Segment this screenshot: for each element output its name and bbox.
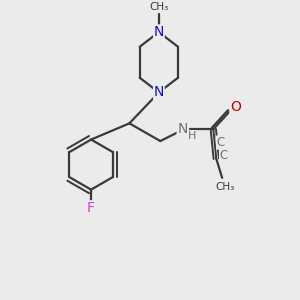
Text: N: N: [154, 85, 164, 99]
Text: O: O: [230, 100, 241, 114]
Text: C: C: [220, 149, 228, 162]
Text: CH₃: CH₃: [215, 182, 235, 192]
Text: CH₃: CH₃: [149, 2, 169, 12]
Text: N: N: [177, 122, 188, 136]
Text: N: N: [154, 25, 164, 39]
Text: F: F: [87, 201, 95, 215]
Text: H: H: [188, 131, 196, 141]
Text: C: C: [217, 136, 225, 149]
